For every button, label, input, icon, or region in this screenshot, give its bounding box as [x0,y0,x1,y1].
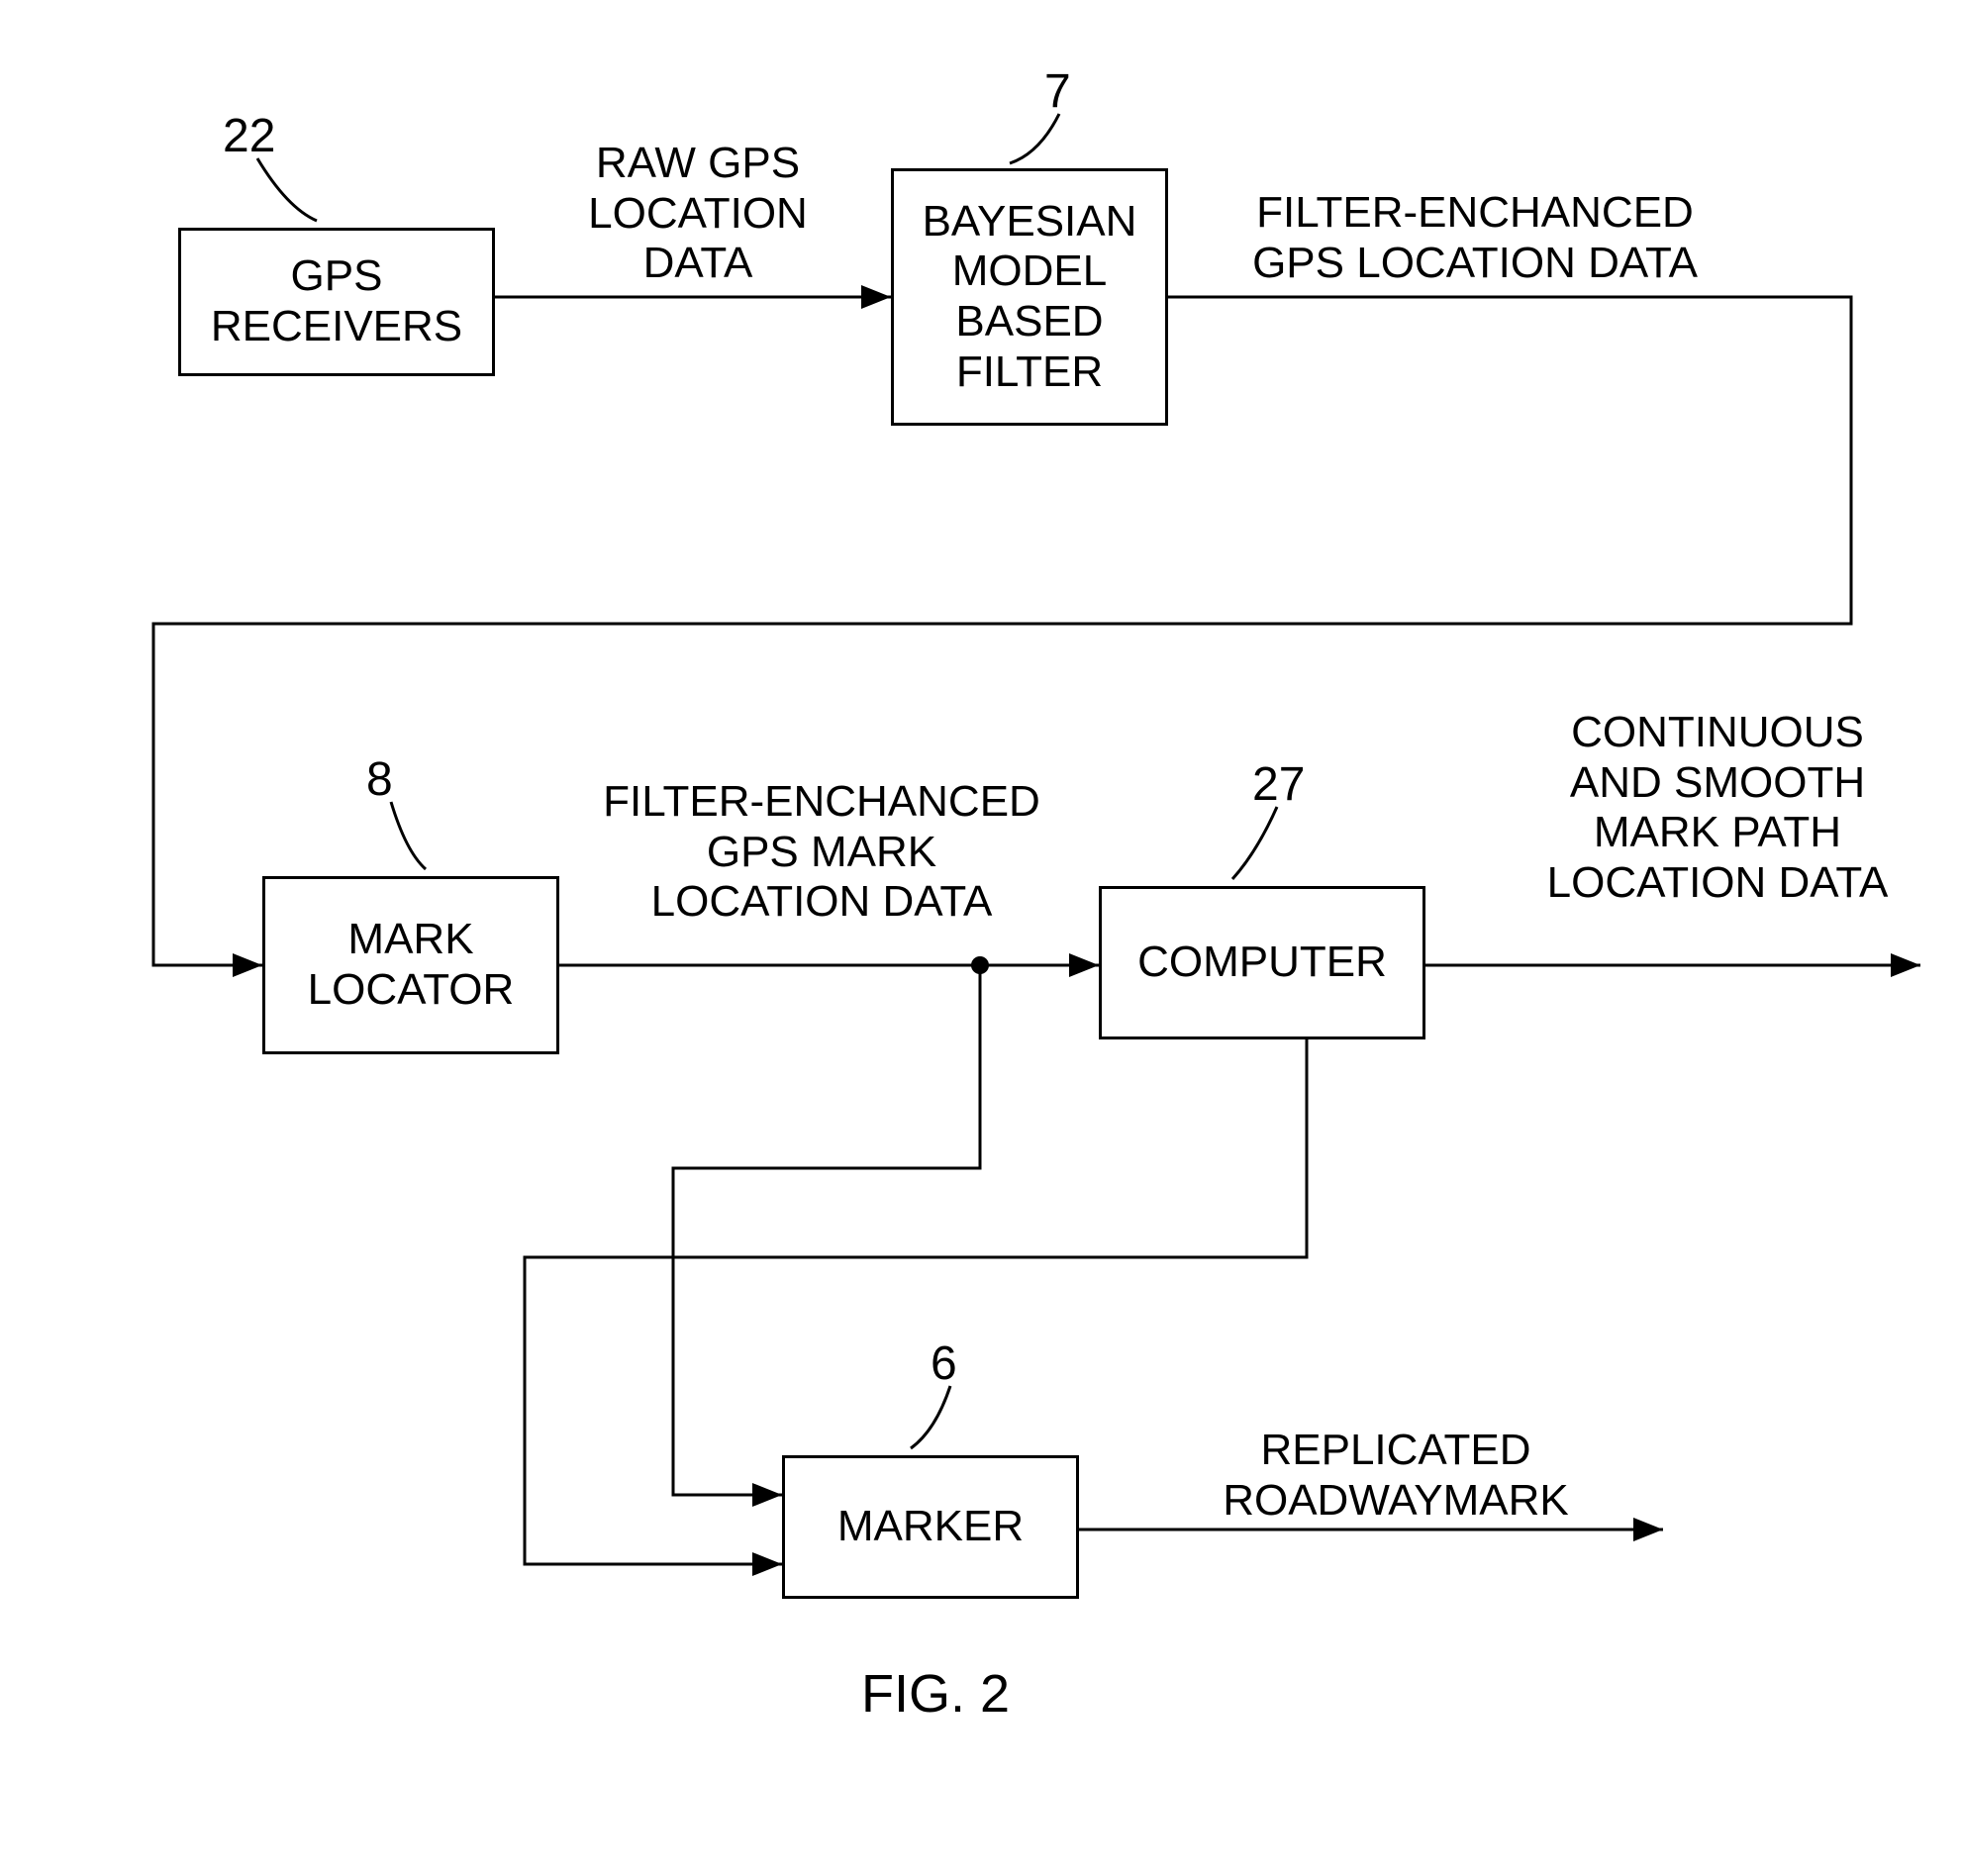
node-mark-locator: MARKLOCATOR [262,876,559,1054]
edge-label-replicated: REPLICATEDROADWAYMARK [1188,1426,1604,1526]
node-label: COMPUTER [1137,938,1387,988]
ref-27: 27 [1252,757,1305,812]
node-marker: MARKER [782,1455,1079,1599]
node-label: MARKER [837,1502,1024,1552]
node-label: BAYESIANMODELBASEDFILTER [923,197,1137,397]
edge-label-raw-gps: RAW GPSLOCATIONDATA [549,139,846,289]
edge-label-filter-enh-mark: FILTER-ENCHANCEDGPS MARKLOCATION DATA [584,777,1059,928]
node-label: MARKLOCATOR [308,915,515,1015]
ref-7: 7 [1044,64,1071,119]
edge-label-filter-enh-gps: FILTER-ENCHANCEDGPS LOCATION DATA [1218,188,1732,288]
figure-caption: FIG. 2 [861,1663,1010,1725]
edge-label-smooth: CONTINUOUSAND SMOOTHMARK PATHLOCATION DA… [1520,708,1915,908]
ref-6: 6 [931,1336,957,1391]
node-computer: COMPUTER [1099,886,1425,1039]
node-bayesian-filter: BAYESIANMODELBASEDFILTER [891,168,1168,426]
node-gps-receivers: GPSRECEIVERS [178,228,495,376]
ref-22: 22 [223,109,275,163]
node-label: GPSRECEIVERS [211,251,462,351]
ref-8: 8 [366,752,393,807]
